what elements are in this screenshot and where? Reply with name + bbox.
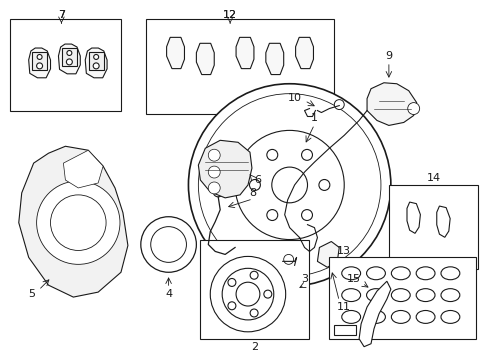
Circle shape (264, 290, 272, 298)
Circle shape (235, 130, 344, 239)
Circle shape (151, 227, 187, 262)
Polygon shape (58, 44, 80, 74)
Polygon shape (19, 146, 128, 297)
Circle shape (228, 279, 236, 287)
Circle shape (37, 181, 120, 264)
Text: 9: 9 (385, 51, 392, 61)
Circle shape (198, 94, 381, 276)
Polygon shape (198, 140, 252, 198)
Text: 12: 12 (223, 10, 237, 20)
Ellipse shape (342, 310, 361, 323)
Circle shape (249, 180, 260, 190)
Ellipse shape (367, 310, 386, 323)
Ellipse shape (441, 289, 460, 302)
Polygon shape (266, 43, 284, 75)
Ellipse shape (441, 310, 460, 323)
Circle shape (37, 54, 42, 59)
Circle shape (301, 149, 313, 160)
Circle shape (208, 182, 220, 194)
Circle shape (93, 63, 99, 69)
Polygon shape (359, 281, 391, 347)
Polygon shape (407, 202, 420, 233)
Text: 5: 5 (28, 289, 35, 299)
Circle shape (67, 50, 72, 55)
Circle shape (250, 271, 258, 279)
Circle shape (236, 282, 260, 306)
Ellipse shape (416, 289, 435, 302)
Polygon shape (295, 37, 314, 69)
Bar (389, 185, 478, 269)
Polygon shape (63, 150, 103, 188)
Circle shape (222, 268, 274, 320)
Text: 7: 7 (58, 10, 65, 20)
Circle shape (213, 187, 223, 197)
Circle shape (94, 54, 98, 59)
Circle shape (208, 149, 220, 161)
Text: 6: 6 (254, 175, 261, 185)
Ellipse shape (367, 289, 386, 302)
Polygon shape (167, 37, 184, 69)
Bar (329, 257, 476, 339)
Polygon shape (367, 83, 416, 125)
Circle shape (210, 256, 286, 332)
Ellipse shape (392, 289, 410, 302)
Bar (89, 52, 104, 70)
Bar (10, 19, 121, 111)
Polygon shape (85, 48, 107, 78)
Bar (146, 19, 334, 113)
Bar (62, 48, 77, 66)
Circle shape (250, 309, 258, 317)
Bar (334, 325, 356, 335)
Polygon shape (196, 43, 214, 75)
Circle shape (141, 217, 196, 272)
Ellipse shape (392, 267, 410, 280)
Text: 14: 14 (426, 173, 441, 183)
Text: 10: 10 (288, 93, 302, 103)
Polygon shape (29, 48, 50, 78)
Text: 13: 13 (337, 247, 351, 256)
Ellipse shape (367, 267, 386, 280)
Circle shape (189, 84, 391, 286)
Circle shape (301, 210, 313, 220)
Circle shape (334, 100, 344, 109)
Circle shape (284, 255, 294, 264)
Ellipse shape (342, 267, 361, 280)
Text: 12: 12 (223, 10, 237, 20)
Text: 7: 7 (58, 10, 65, 20)
Polygon shape (318, 242, 339, 267)
Ellipse shape (441, 267, 460, 280)
Ellipse shape (392, 310, 410, 323)
Text: 1: 1 (311, 113, 318, 123)
Polygon shape (437, 206, 450, 237)
Text: 11: 11 (337, 302, 351, 312)
Circle shape (408, 103, 419, 114)
Circle shape (319, 180, 330, 190)
Ellipse shape (342, 289, 361, 302)
Circle shape (66, 59, 73, 65)
Text: 2: 2 (251, 342, 259, 352)
Text: 3: 3 (301, 274, 308, 284)
Bar (200, 239, 310, 339)
Circle shape (37, 63, 43, 69)
Circle shape (208, 166, 220, 178)
Circle shape (272, 167, 308, 203)
Text: 8: 8 (249, 188, 256, 198)
Circle shape (267, 149, 278, 160)
Polygon shape (236, 37, 254, 69)
Bar (32, 52, 47, 70)
Circle shape (50, 195, 106, 251)
Text: 4: 4 (165, 289, 172, 299)
Circle shape (267, 210, 278, 220)
Ellipse shape (416, 267, 435, 280)
Circle shape (228, 302, 236, 310)
Text: 15: 15 (347, 274, 361, 284)
Ellipse shape (416, 310, 435, 323)
